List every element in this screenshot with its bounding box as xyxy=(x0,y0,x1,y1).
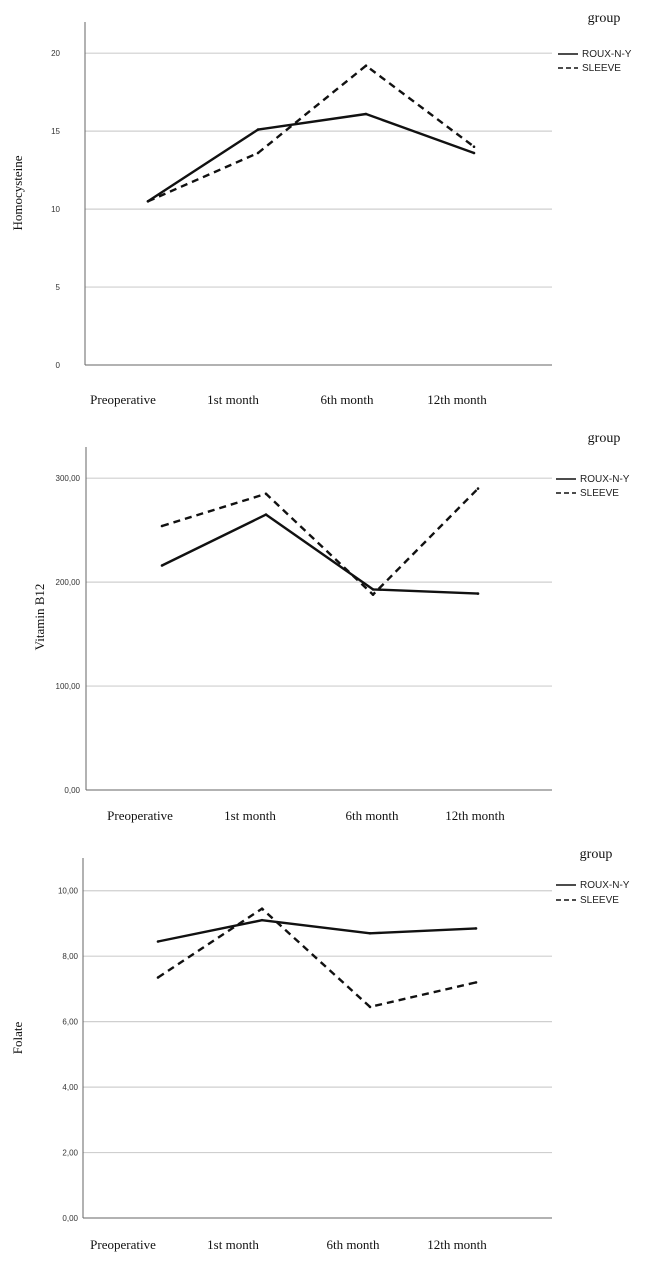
x-tick-label: 6th month xyxy=(320,392,374,407)
data-point xyxy=(476,487,480,490)
data-point xyxy=(256,128,260,131)
series-line-sleeve xyxy=(161,487,479,596)
x-tick-label: 12th month xyxy=(427,1237,487,1252)
y-tick-label: 2,00 xyxy=(62,1149,78,1158)
y-tick-label: 300,00 xyxy=(56,474,81,483)
data-point xyxy=(160,524,164,528)
x-tick-label: Preoperative xyxy=(90,1237,156,1252)
y-axis-label: Homocysteine xyxy=(10,155,25,230)
data-point xyxy=(368,1005,372,1009)
legend-title: group xyxy=(588,11,621,26)
legend-entry: ROUX-N-Y xyxy=(582,49,632,60)
y-tick-label: 15 xyxy=(51,127,60,136)
x-tick-label: 12th month xyxy=(445,808,505,823)
y-axis-label: Folate xyxy=(10,1022,25,1055)
data-point xyxy=(260,918,264,922)
y-tick-label: 0,00 xyxy=(64,786,80,795)
x-tick-label: 1st month xyxy=(207,392,259,407)
y-tick-label: 200,00 xyxy=(56,578,81,587)
data-point xyxy=(474,927,478,930)
legend-entry: ROUX-N-Y xyxy=(580,474,630,485)
x-tick-label: 6th month xyxy=(326,1237,380,1252)
y-tick-label: 4,00 xyxy=(62,1083,78,1092)
y-tick-label: 0 xyxy=(56,361,61,370)
legend-title: group xyxy=(588,431,621,446)
series-line-sleeve xyxy=(147,64,475,203)
data-point xyxy=(156,940,160,943)
y-axis-label: Vitamin B12 xyxy=(32,584,47,651)
data-point xyxy=(368,932,372,935)
data-point xyxy=(476,592,480,595)
legend-entry: SLEEVE xyxy=(582,63,621,74)
data-point xyxy=(371,588,375,591)
y-tick-label: 10,00 xyxy=(58,887,79,896)
data-point xyxy=(260,907,264,910)
y-tick-label: 100,00 xyxy=(56,682,81,691)
data-point xyxy=(364,64,368,67)
x-tick-label: Preoperative xyxy=(90,392,156,407)
y-tick-label: 8,00 xyxy=(62,952,78,961)
y-tick-label: 10 xyxy=(51,205,60,214)
series-line-sleeve xyxy=(157,907,477,1009)
x-tick-label: 6th month xyxy=(345,808,399,823)
data-point xyxy=(474,981,478,984)
legend-entry: SLEEVE xyxy=(580,488,619,499)
x-tick-label: 1st month xyxy=(224,808,276,823)
series-line-roux-n-y xyxy=(157,919,477,943)
legend-entry: SLEEVE xyxy=(580,895,619,906)
x-tick-label: 1st month xyxy=(207,1237,259,1252)
data-point xyxy=(146,200,150,203)
chart-panel-1: 0 5 10 15 20 Homocysteine Preoperative 1st mont… xyxy=(10,11,632,407)
chart-panel-3: 0,00 2,00 4,00 6,00 8,00 10,00 Folate Preoperat… xyxy=(10,847,630,1252)
data-point xyxy=(472,145,476,148)
series-line-roux-n-y xyxy=(147,112,475,203)
data-point xyxy=(371,593,375,596)
x-tick-label: Preoperative xyxy=(107,808,173,823)
series-line-roux-n-y xyxy=(161,513,479,595)
data-point xyxy=(264,513,268,516)
x-tick-label: 12th month xyxy=(427,392,487,407)
data-point xyxy=(264,492,268,496)
data-point xyxy=(160,564,164,567)
y-tick-label: 5 xyxy=(56,283,61,292)
data-point xyxy=(364,112,368,116)
data-point xyxy=(472,151,476,155)
y-tick-label: 6,00 xyxy=(62,1018,78,1027)
data-point xyxy=(156,976,160,979)
y-tick-label: 0,00 xyxy=(62,1214,78,1223)
y-tick-label: 20 xyxy=(51,49,60,58)
legend-title: group xyxy=(580,847,613,862)
data-point xyxy=(256,151,260,155)
chart-panel-2: 0,00 100,00 200,00 300,00 Vitamin B12 Preoper… xyxy=(32,431,630,823)
legend-entry: ROUX-N-Y xyxy=(580,880,630,891)
